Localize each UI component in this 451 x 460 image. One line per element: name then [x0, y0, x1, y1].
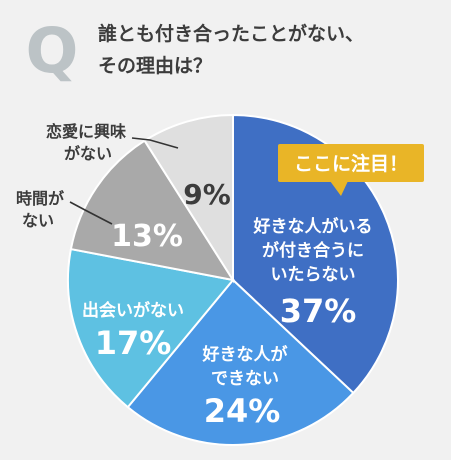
slice-3-percent: 17% — [95, 324, 172, 362]
slice-4-label-line-2: ない — [22, 211, 54, 230]
slice-3-label-line-1: 出会いがない — [82, 300, 184, 321]
slice-1-label-line-1: 好きな人がいる — [253, 216, 373, 237]
slice-5-label-line-2: がない — [64, 144, 112, 163]
slice-1-label-line-3: いたらない — [271, 265, 356, 285]
callout-text: ここに注目！ — [294, 152, 408, 175]
pie-slice-3 — [66, 247, 235, 409]
callout-box — [278, 144, 424, 182]
title-line-1: 誰とも付き合ったことがない、 — [98, 22, 364, 45]
slice-5-leader-line — [131, 137, 179, 149]
q-letter: Q — [26, 14, 79, 87]
slice-1-label-line-2: が付き合うに — [262, 240, 364, 261]
slice-5-percent: 9% — [183, 178, 231, 211]
slice-2-label-line-2: できない — [211, 369, 279, 389]
slice-4-label-line-1: 時間が — [16, 189, 64, 208]
slice-4-percent: 13% — [111, 219, 183, 254]
slice-4-leader-line — [69, 201, 113, 225]
title-line-2: その理由は？ — [98, 54, 212, 77]
pie-slice-2 — [126, 278, 355, 446]
slice-2-label-line-1: 好きな人が — [202, 344, 288, 365]
slice-5-label-line-1: 恋愛に興味 — [46, 122, 126, 141]
callout-pointer — [330, 181, 348, 196]
pie-slice-4 — [69, 139, 236, 282]
slice-2-percent: 24% — [204, 392, 281, 430]
pie-slice-1 — [232, 113, 399, 395]
slice-1-percent: 37% — [280, 292, 357, 330]
